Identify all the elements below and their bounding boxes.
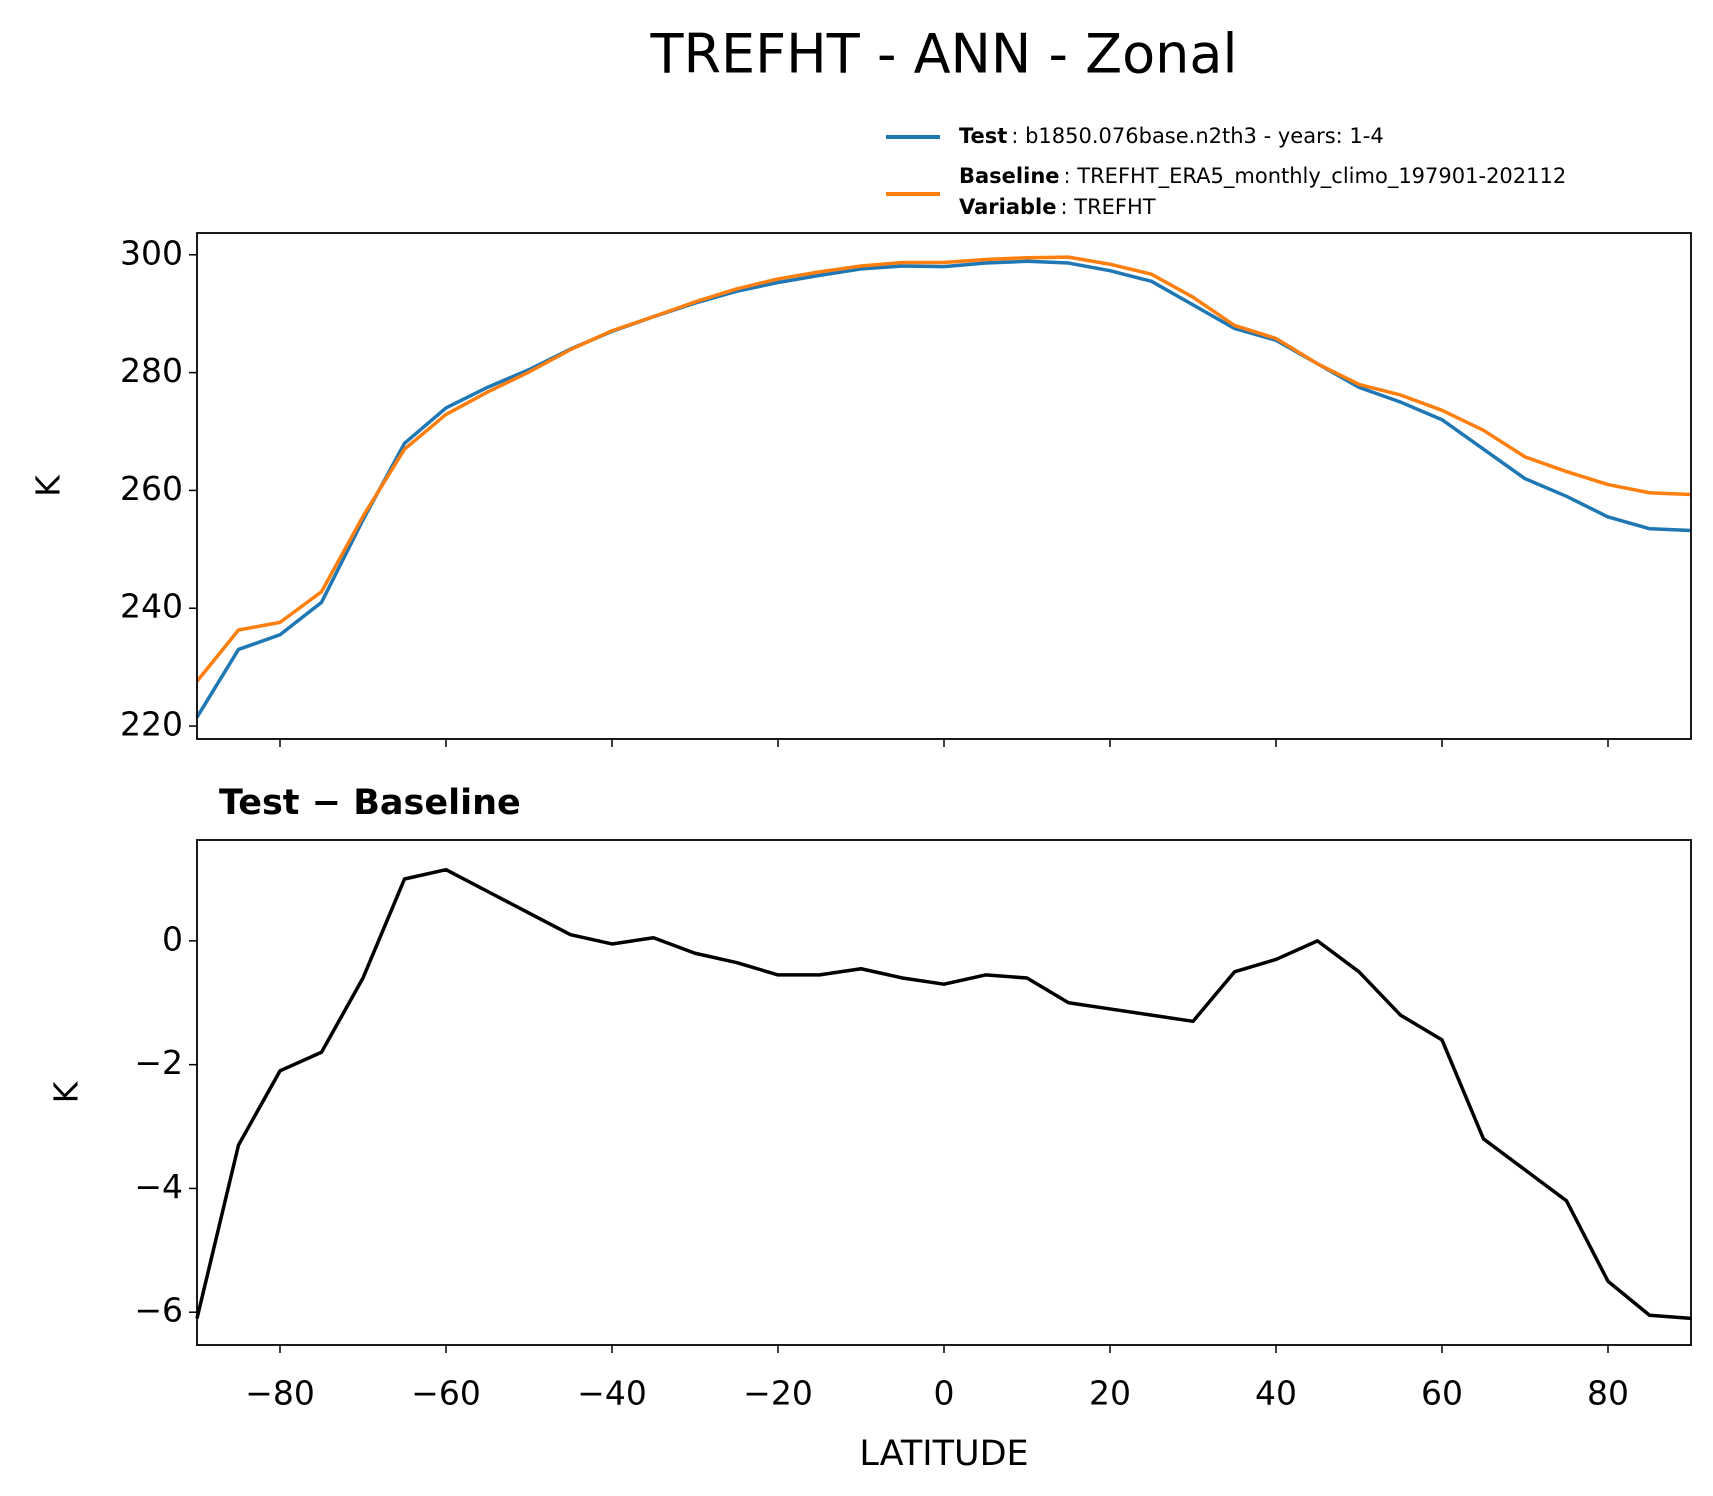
data-line [195, 255, 1692, 683]
axes-frame [196, 232, 1692, 740]
x-tick-label: −20 [743, 1374, 813, 1413]
y-tick-label: 260 [120, 469, 183, 508]
x-tick-label: 40 [1255, 1374, 1297, 1413]
panel-title: Test − Baseline [219, 783, 521, 823]
x-tick-label: 0 [934, 1374, 955, 1413]
x-tick-label: 80 [1587, 1374, 1629, 1413]
legend-label: Variable: TREFHT [959, 195, 1156, 219]
y-tick-label: −4 [134, 1167, 183, 1206]
axes-frame [196, 839, 1692, 1346]
x-tick-label: −80 [245, 1374, 315, 1413]
y-tick-label: 280 [120, 351, 183, 390]
data-line [195, 259, 1692, 719]
y-tick-label: −2 [134, 1043, 183, 1082]
legend-description: : TREFHT [1060, 195, 1155, 219]
data-line [195, 867, 1692, 1321]
legend-name: Baseline [959, 164, 1060, 188]
legend-description: : b1850.076base.n2th3 - years: 1-4 [1011, 124, 1383, 148]
y-tick-label: 0 [162, 919, 183, 958]
y-axis-label: K [47, 1080, 86, 1103]
x-tick-label: 60 [1421, 1374, 1463, 1413]
legend-name: Variable [959, 195, 1056, 219]
x-axis-label: LATITUDE [859, 1434, 1028, 1474]
y-tick-label: −6 [134, 1291, 183, 1330]
legend-label: Baseline: TREFHT_ERA5_monthly_climo_1979… [959, 164, 1566, 189]
x-tick-label: −60 [411, 1374, 481, 1413]
x-tick-label: −40 [577, 1374, 647, 1413]
y-tick-label: 300 [120, 233, 183, 272]
legend-description: : TREFHT_ERA5_monthly_climo_197901-20211… [1064, 164, 1567, 189]
y-tick-label: 240 [120, 587, 183, 626]
legend-name: Test [959, 124, 1007, 148]
chart-title: TREFHT - ANN - Zonal [650, 23, 1238, 86]
x-tick-label: 20 [1089, 1374, 1131, 1413]
legend-label: Test: b1850.076base.n2th3 - years: 1-4 [959, 124, 1384, 148]
y-tick-label: 220 [120, 705, 183, 744]
y-axis-label: K [29, 474, 68, 497]
